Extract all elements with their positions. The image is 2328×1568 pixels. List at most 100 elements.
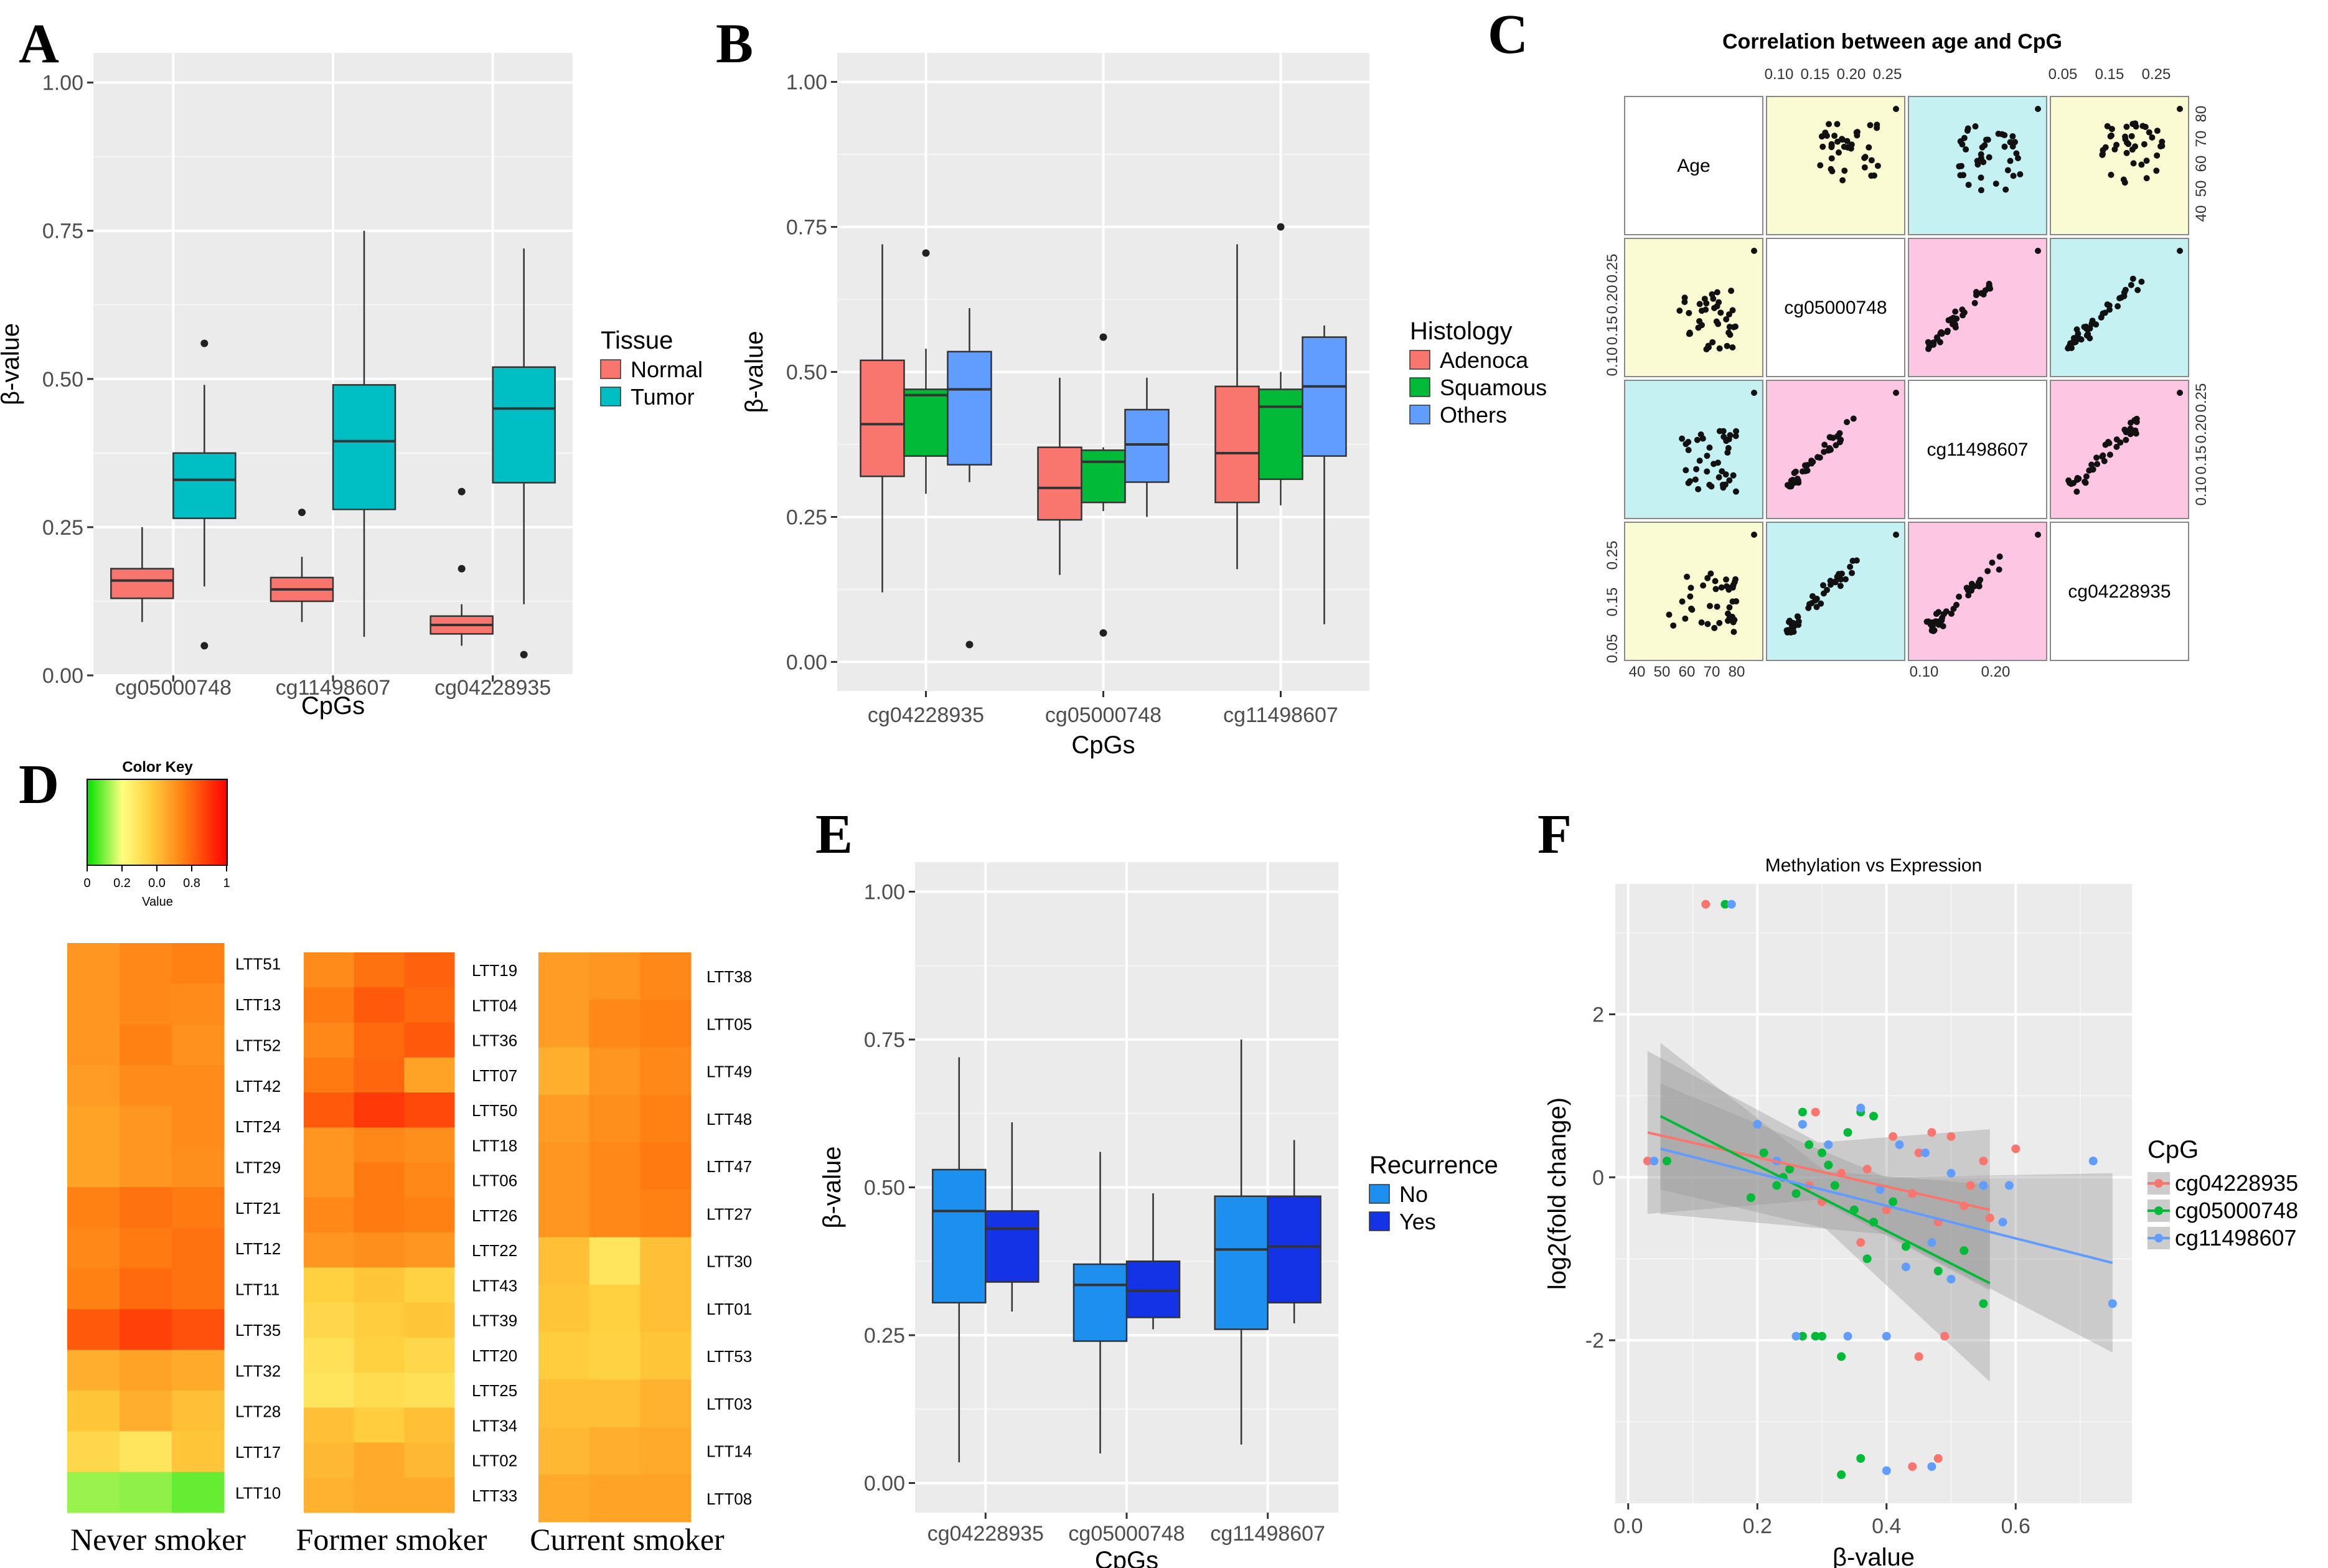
scatter-point xyxy=(2128,133,2135,139)
heatmap-row-label: LTT17 xyxy=(235,1443,281,1462)
scatter-point xyxy=(1866,144,1872,151)
x-tick-label: cg11498607 xyxy=(276,676,391,700)
data-point xyxy=(1933,1453,1943,1463)
data-point xyxy=(1798,1107,1807,1117)
heatmap-cell xyxy=(404,1197,455,1233)
scatter-point xyxy=(1827,578,1834,584)
heatmap-cell xyxy=(120,1268,172,1310)
scatter-point xyxy=(1961,134,1968,141)
scatter-point xyxy=(1693,466,1700,472)
box xyxy=(110,568,174,599)
heatmap-row-label: LTT10 xyxy=(235,1483,281,1502)
scatter-point xyxy=(1992,181,1999,187)
scatter-point xyxy=(2177,248,2183,254)
legend-label: No xyxy=(1399,1181,1428,1207)
scatter-point xyxy=(2088,321,2095,327)
heatmap-group-label: Never smoker xyxy=(70,1522,246,1557)
scatter-point xyxy=(1996,553,2003,560)
scatter-point xyxy=(1751,532,1757,538)
scatter-point xyxy=(2071,339,2078,346)
scatter-point xyxy=(2149,134,2156,141)
heatmap-row-label: LTT30 xyxy=(706,1252,752,1271)
heatmap-cell xyxy=(304,1162,355,1198)
scatter-point xyxy=(1711,304,1718,311)
scatter-point xyxy=(2133,123,2139,130)
scatter-point xyxy=(1956,163,1963,170)
data-point xyxy=(1753,1120,1762,1129)
scatter-point xyxy=(1821,441,1828,448)
data-point xyxy=(1727,899,1736,909)
scatter-point xyxy=(1698,619,1705,626)
scatter-point xyxy=(1837,583,1844,589)
data-point xyxy=(1862,1165,1872,1174)
heatmap-row-label: LTT18 xyxy=(472,1136,517,1155)
scatter-point xyxy=(1828,166,1834,172)
heatmap-cell xyxy=(354,1022,405,1058)
y-tick-label: 0 xyxy=(1592,1166,1604,1190)
heatmap-cell xyxy=(589,1474,641,1523)
data-point xyxy=(1927,1462,1936,1472)
scatter-point xyxy=(1727,432,1734,439)
heatmap-cell xyxy=(354,1477,405,1513)
data-point xyxy=(1791,1189,1801,1198)
scatter-point xyxy=(2101,458,2108,464)
heatmap-cell xyxy=(304,1442,355,1478)
heatmap-cell xyxy=(589,952,641,1000)
data-point xyxy=(1837,1470,1846,1480)
heatmap-cell xyxy=(67,1431,120,1473)
scatter-point xyxy=(1893,532,1899,538)
legend-point xyxy=(2154,1234,2163,1242)
data-point xyxy=(1933,1266,1943,1275)
scatter-point xyxy=(1732,433,1739,439)
legend-point xyxy=(2154,1206,2163,1215)
heatmap-cell xyxy=(67,1146,120,1188)
scatter-point xyxy=(1696,317,1703,324)
left-tick-label: 0.10 xyxy=(1604,347,1621,377)
scatter-point xyxy=(1687,593,1694,600)
box xyxy=(1081,449,1126,504)
plot-background xyxy=(1615,884,2132,1503)
scatter-point xyxy=(1950,606,1957,613)
outlier-point xyxy=(1277,223,1285,231)
y-tick-label: 0.25 xyxy=(864,1324,905,1348)
data-point xyxy=(1843,1331,1852,1341)
heatmap-row-label: LTT51 xyxy=(235,955,281,974)
heatmap-cell xyxy=(589,1427,641,1475)
scatter-point xyxy=(2083,332,2090,339)
scatter-point xyxy=(1984,568,1991,575)
heatmap-cell xyxy=(404,1337,455,1373)
scatter-point xyxy=(1725,311,1732,318)
panel-a-label: A xyxy=(19,13,59,75)
heatmap-row-label: LTT42 xyxy=(235,1077,281,1096)
scatter-point xyxy=(1709,339,1716,345)
bottom-tick-label: 70 xyxy=(1704,664,1720,680)
heatmap-cell xyxy=(640,1284,692,1333)
heatmap-row-label: LTT20 xyxy=(472,1346,517,1365)
scatter-point xyxy=(1814,454,1821,461)
box xyxy=(172,452,237,519)
bottom-tick-label: 0.20 xyxy=(1981,664,2011,680)
y-tick-label: 1.00 xyxy=(42,72,83,95)
outlier-point xyxy=(458,565,466,573)
legend-swatch xyxy=(1409,350,1430,370)
scatter-point xyxy=(1791,469,1798,476)
scatter-point xyxy=(1982,287,1989,294)
x-tick-label: cg04228935 xyxy=(927,1522,1044,1546)
legend-label: Others xyxy=(1440,402,1507,428)
scatter-point xyxy=(1844,138,1851,144)
box xyxy=(903,388,949,457)
heatmap-cell xyxy=(304,1407,355,1443)
confidence-band xyxy=(1660,1043,1990,1382)
heatmap-row-label: LTT29 xyxy=(235,1158,281,1176)
left-tick-label: 0.15 xyxy=(1604,588,1621,617)
scatter-point xyxy=(1986,282,1992,289)
bottom-tick-label: 50 xyxy=(1654,664,1671,680)
y-tick-label: -2 xyxy=(1585,1329,1604,1353)
heatmap-cell xyxy=(538,1142,590,1190)
scatter-point xyxy=(1726,324,1733,331)
y-tick-label: 0.25 xyxy=(786,505,827,529)
data-point xyxy=(2108,1299,2117,1308)
regression-line xyxy=(1660,1147,2113,1264)
scatter-point xyxy=(1681,294,1688,301)
scatter-point xyxy=(2106,451,2113,458)
